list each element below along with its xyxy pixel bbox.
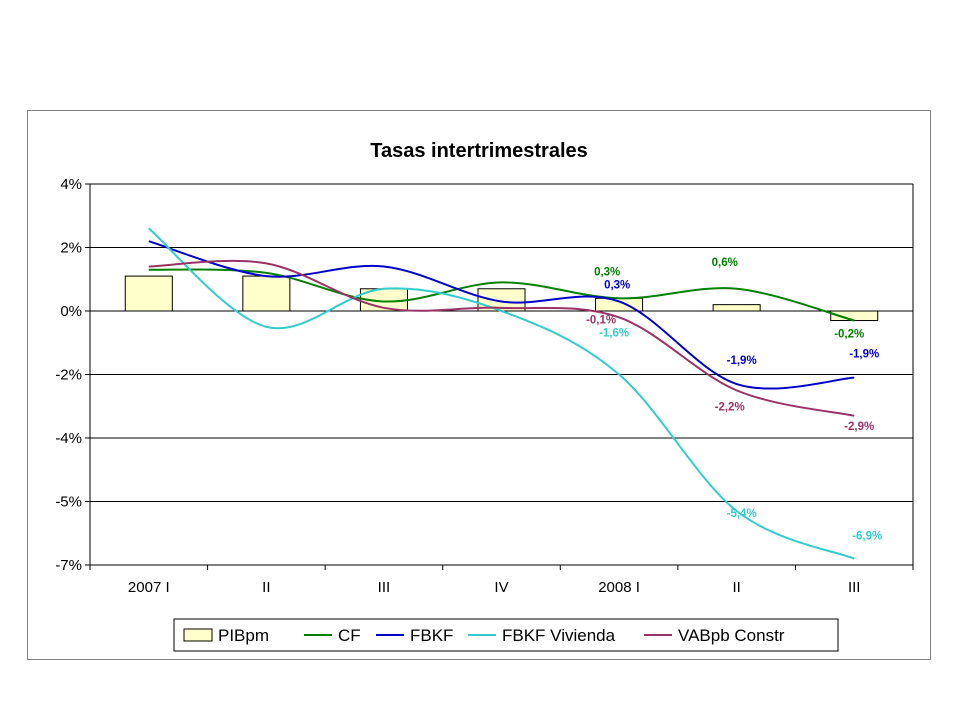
legend: PIBpm CF FBKF FBKF Vivienda VABpb Constr xyxy=(173,618,839,652)
bar-pibpm xyxy=(242,275,291,312)
data-label-cf: 0,3% xyxy=(594,266,620,278)
x-tick-label: 2007 I xyxy=(128,579,170,596)
x-tick-label: II xyxy=(262,579,270,596)
legend-label-vabpb-constr: VABpb Constr xyxy=(678,626,785,645)
data-label-cf: 0,6% xyxy=(712,257,738,269)
legend-label-fbkf: FBKF xyxy=(410,626,453,645)
x-tick-label: IV xyxy=(494,579,508,596)
x-tick-label: III xyxy=(378,579,391,596)
y-tick-label: 0% xyxy=(60,303,82,320)
legend-label-fbkf-vivienda: FBKF Vivienda xyxy=(502,626,616,645)
legend-swatch-pibpm xyxy=(183,628,213,642)
bar-pibpm xyxy=(124,275,173,312)
chart-frame: Tasas intertrimestrales 4% 2% 0% -2% -4% -5% -… xyxy=(27,110,931,660)
legend-box xyxy=(173,618,839,652)
data-label-fbkf: -1,9% xyxy=(849,349,879,361)
x-tick-label: II xyxy=(732,579,740,596)
data-label-vabpb-constr: -2,2% xyxy=(715,401,745,413)
data-label-cf: -0,2% xyxy=(834,329,864,341)
grid-layer xyxy=(90,183,913,566)
x-tick-label: III xyxy=(848,579,861,596)
data-label-vabpb-constr: -2,9% xyxy=(844,421,874,433)
data-label-fbkf: -1,9% xyxy=(727,355,757,367)
y-tick-label: -2% xyxy=(55,367,82,384)
y-tick-label: -5% xyxy=(55,494,82,511)
y-tick-label: 2% xyxy=(60,240,82,257)
line-layer xyxy=(148,227,855,560)
label-layer: 0,3% 0,6% -0,2% 0,3% -1,9% -1,9% -1,6% -5,4% -6,… xyxy=(586,257,882,543)
legend-label-pibpm: PIBpm xyxy=(218,626,269,645)
legend-label-cf: CF xyxy=(338,626,361,645)
data-label-fbkf: 0,3% xyxy=(604,279,630,291)
y-tick-label: -4% xyxy=(55,430,82,447)
data-label-vabpb-constr: -0,1% xyxy=(586,314,616,326)
data-label-fbkf-vivienda: -1,6% xyxy=(599,328,629,340)
chart: Tasas intertrimestrales 4% 2% 0% -2% -4% -5% -… xyxy=(55,140,914,652)
axis-layer: 4%2%0%-2%-4%-5%-7%2007 I II III IV 2008 I II I… xyxy=(55,176,914,596)
x-tick-label: 2008 I xyxy=(598,579,640,596)
y-tick-label: 4% xyxy=(60,176,82,193)
bar-pibpm xyxy=(712,304,761,312)
data-label-fbkf-vivienda: -5,4% xyxy=(727,508,757,520)
data-label-fbkf-vivienda: -6,9% xyxy=(852,531,882,543)
chart-title: Tasas intertrimestrales xyxy=(370,140,588,162)
bar-layer xyxy=(124,275,879,322)
y-tick-label: -7% xyxy=(55,557,82,574)
